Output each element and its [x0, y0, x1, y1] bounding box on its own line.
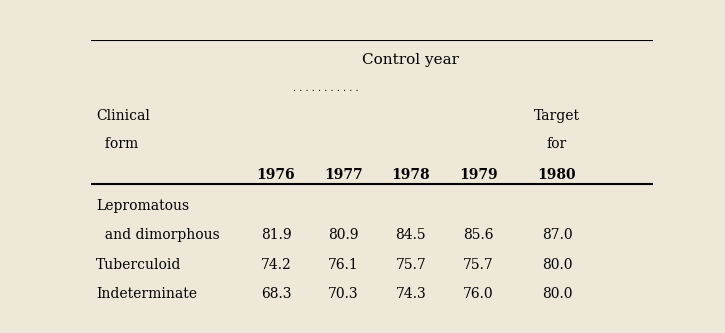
- Text: 80.9: 80.9: [328, 228, 359, 242]
- Text: 80.0: 80.0: [542, 258, 572, 272]
- Text: 1980: 1980: [538, 168, 576, 182]
- Text: 84.5: 84.5: [396, 228, 426, 242]
- Text: 75.7: 75.7: [463, 258, 494, 272]
- Text: 1977: 1977: [324, 168, 362, 182]
- Text: 76.0: 76.0: [463, 287, 494, 301]
- Text: 75.7: 75.7: [396, 258, 426, 272]
- Text: 81.9: 81.9: [261, 228, 291, 242]
- Text: 1978: 1978: [392, 168, 430, 182]
- Text: 70.3: 70.3: [328, 287, 359, 301]
- Text: 74.3: 74.3: [396, 287, 426, 301]
- Text: 80.0: 80.0: [542, 287, 572, 301]
- Text: and dimorphous: and dimorphous: [96, 228, 220, 242]
- Text: 68.3: 68.3: [261, 287, 291, 301]
- Text: 1976: 1976: [257, 168, 295, 182]
- Text: 87.0: 87.0: [542, 228, 572, 242]
- Text: Lepromatous: Lepromatous: [96, 199, 189, 213]
- Text: Indeterminate: Indeterminate: [96, 287, 197, 301]
- Text: Control year: Control year: [362, 53, 460, 67]
- Text: 76.1: 76.1: [328, 258, 359, 272]
- Text: form: form: [96, 138, 138, 152]
- Text: Target: Target: [534, 109, 580, 123]
- Text: for: for: [547, 138, 567, 152]
- Text: Tuberculoid: Tuberculoid: [96, 258, 182, 272]
- Text: Clinical: Clinical: [96, 109, 150, 123]
- Text: 1979: 1979: [459, 168, 497, 182]
- Text: . . . . . . . . . . .: . . . . . . . . . . .: [293, 84, 362, 93]
- Text: 74.2: 74.2: [261, 258, 291, 272]
- Text: 85.6: 85.6: [463, 228, 494, 242]
